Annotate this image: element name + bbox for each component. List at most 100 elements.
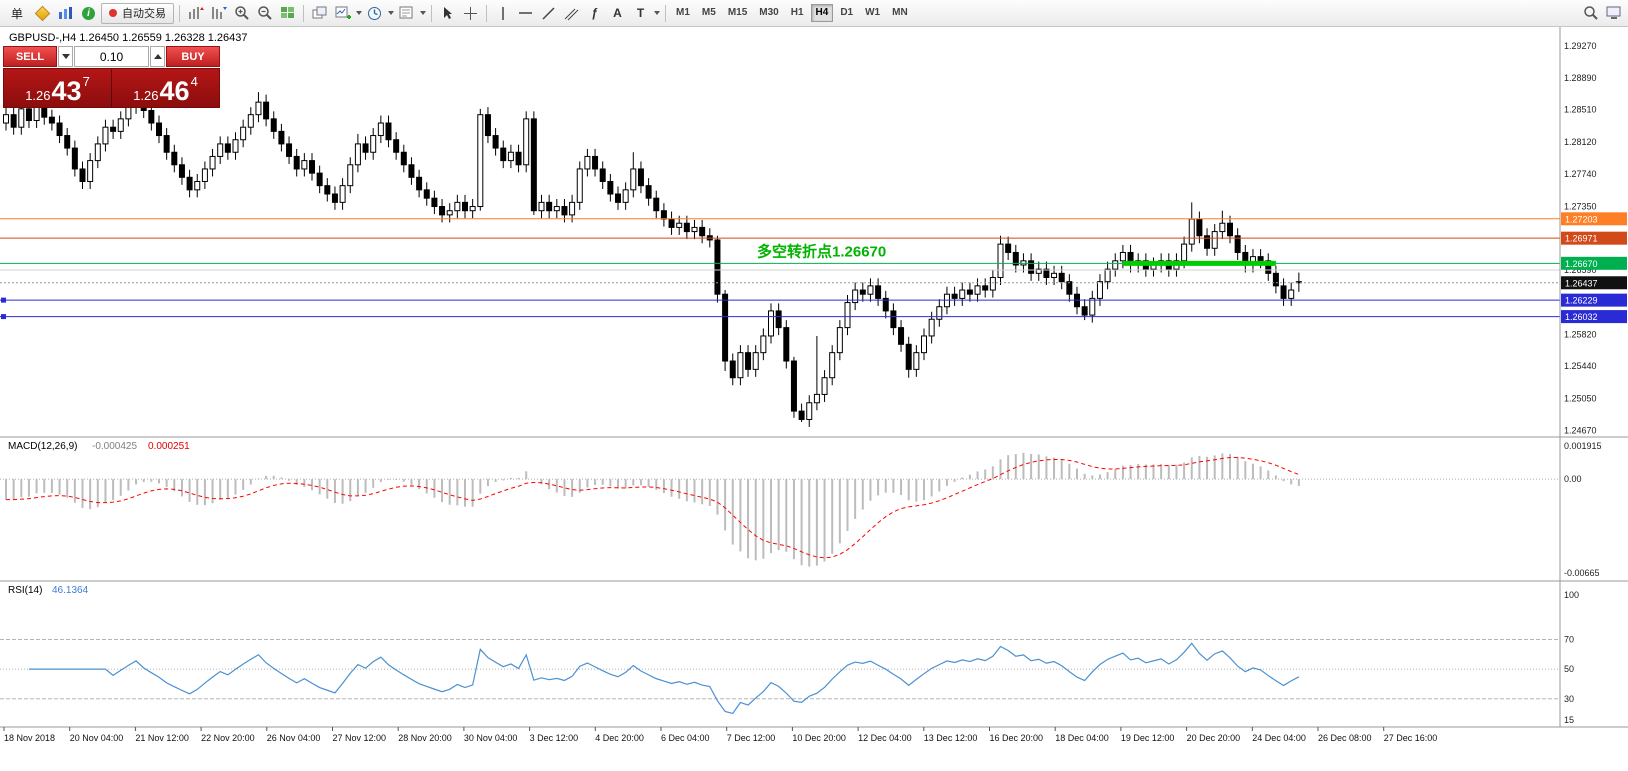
- diamond-icon: [34, 5, 51, 21]
- chart-canvas[interactable]: 多空转折点1.26670 1.29270 1.28890 1.28510 1.28120…: [0, 27, 1628, 771]
- macd-signal-line: [5, 456, 1300, 559]
- timeframe-m5[interactable]: M5: [697, 4, 721, 22]
- zoom-out-icon[interactable]: [254, 3, 275, 24]
- lot-size-input[interactable]: [74, 46, 149, 67]
- svg-text:12 Dec 04:00: 12 Dec 04:00: [858, 733, 912, 743]
- cascade-windows-icon[interactable]: [309, 3, 330, 24]
- svg-text:-0.00665: -0.00665: [1564, 568, 1600, 578]
- annotation-text[interactable]: 多空转折点1.26670: [757, 242, 886, 260]
- rsi-value: 46.1364: [52, 585, 89, 596]
- svg-text:26 Nov 04:00: 26 Nov 04:00: [267, 733, 321, 743]
- svg-text:1.27740: 1.27740: [1564, 169, 1597, 179]
- lot-decrease-button[interactable]: [58, 46, 73, 67]
- price-badge: [1561, 310, 1627, 324]
- svg-text:26 Dec 08:00: 26 Dec 08:00: [1318, 733, 1372, 743]
- monitor-icon[interactable]: [1603, 3, 1624, 24]
- svg-text:30 Nov 04:00: 30 Nov 04:00: [464, 733, 518, 743]
- new-order-icon[interactable]: [32, 3, 53, 24]
- bars-decrease-icon[interactable]: [208, 3, 229, 24]
- label-tool-icon[interactable]: T: [636, 6, 645, 20]
- timeframe-w1[interactable]: W1: [860, 4, 885, 22]
- svg-text:24 Dec 04:00: 24 Dec 04:00: [1252, 733, 1306, 743]
- fibonacci-icon[interactable]: ƒ: [591, 6, 598, 20]
- svg-text:15: 15: [1564, 715, 1574, 725]
- template-icon[interactable]: [396, 3, 417, 24]
- zoom-in-icon[interactable]: [231, 3, 252, 24]
- svg-text:1.28510: 1.28510: [1564, 105, 1597, 115]
- separator: [303, 4, 304, 22]
- caret-up-icon: [153, 54, 162, 59]
- lot-increase-button[interactable]: [150, 46, 165, 67]
- svg-text:100: 100: [1564, 590, 1579, 600]
- new-chart-icon[interactable]: [332, 3, 353, 24]
- timeframe-m30[interactable]: M30: [754, 4, 783, 22]
- candles: [3, 86, 1302, 427]
- macd-value-signal: 0.000251: [148, 441, 190, 452]
- autotrade-status-icon: [109, 9, 117, 17]
- svg-text:1.25050: 1.25050: [1564, 394, 1597, 404]
- svg-text:1.24670: 1.24670: [1564, 425, 1597, 435]
- price-badge: [1561, 276, 1627, 290]
- svg-text:18 Nov 2018: 18 Nov 2018: [4, 733, 55, 743]
- svg-text:1.26670: 1.26670: [1565, 259, 1598, 269]
- channel-icon[interactable]: [561, 3, 582, 24]
- timeframe-h4[interactable]: H4: [810, 4, 834, 22]
- svg-text:10 Dec 20:00: 10 Dec 20:00: [792, 733, 846, 743]
- bars-increase-icon[interactable]: [185, 3, 206, 24]
- price-axis[interactable]: 1.29270 1.28890 1.28510 1.28120 1.27740 1.273…: [1561, 41, 1627, 435]
- buy-button[interactable]: BUY: [166, 46, 220, 67]
- svg-text:50: 50: [1564, 664, 1574, 674]
- sell-price-big: 43: [51, 76, 82, 107]
- svg-text:27 Dec 16:00: 27 Dec 16:00: [1384, 733, 1438, 743]
- rsi-line: [28, 642, 1300, 715]
- crosshair-icon[interactable]: [460, 3, 481, 24]
- svg-text:16 Dec 20:00: 16 Dec 20:00: [990, 733, 1044, 743]
- sell-price-sup: 7: [82, 74, 90, 89]
- sell-button[interactable]: SELL: [3, 46, 57, 67]
- svg-text:1.28890: 1.28890: [1564, 73, 1597, 83]
- tile-windows-icon[interactable]: [277, 3, 298, 24]
- horizontal-lines[interactable]: [0, 218, 1560, 320]
- search-icon[interactable]: [1580, 3, 1601, 24]
- toolbar: 单 i 自动交易: [0, 0, 1628, 27]
- svg-text:22 Nov 20:00: 22 Nov 20:00: [201, 733, 255, 743]
- horizontal-line-icon[interactable]: [515, 3, 536, 24]
- sell-price[interactable]: 1.26 43 7: [4, 69, 112, 107]
- shapes-dropdown-caret[interactable]: [654, 11, 660, 15]
- price-badge: [1561, 231, 1627, 245]
- buy-price[interactable]: 1.26 46 4: [112, 69, 219, 107]
- timeframe-h1[interactable]: H1: [786, 4, 809, 22]
- trade-panel-controls: SELL BUY: [3, 46, 220, 67]
- svg-text:0.001915: 0.001915: [1564, 441, 1602, 451]
- timeframe-d1[interactable]: D1: [835, 4, 858, 22]
- time-axis[interactable]: 18 Nov 2018 20 Nov 04:00 21 Nov 12:00 22 No…: [3, 727, 1438, 743]
- timeframe-m1[interactable]: M1: [671, 4, 695, 22]
- trendline-icon[interactable]: [538, 3, 559, 24]
- market-watch-icon[interactable]: [55, 3, 76, 24]
- period-clock-icon[interactable]: [364, 3, 385, 24]
- svg-text:0.00: 0.00: [1564, 474, 1582, 484]
- timeframe-m15[interactable]: M15: [723, 4, 752, 22]
- svg-text:1.27203: 1.27203: [1565, 214, 1598, 224]
- symbol-ohlc-header: GBPUSD-,H4 1.26450 1.26559 1.26328 1.264…: [9, 32, 248, 44]
- svg-text:6 Dec 04:00: 6 Dec 04:00: [661, 733, 710, 743]
- new-chart-dropdown-caret[interactable]: [356, 11, 362, 15]
- vertical-line-icon[interactable]: [492, 3, 513, 24]
- timeframe-mn[interactable]: MN: [887, 4, 913, 22]
- cursor-icon[interactable]: [437, 3, 458, 24]
- period-dropdown-caret[interactable]: [388, 11, 394, 15]
- menu-button[interactable]: 单: [10, 6, 23, 21]
- svg-text:1.28120: 1.28120: [1564, 137, 1597, 147]
- separator: [179, 4, 180, 22]
- template-dropdown-caret[interactable]: [420, 11, 426, 15]
- trade-panel-prices: 1.26 43 7 1.26 46 4: [3, 68, 220, 108]
- svg-text:4 Dec 20:00: 4 Dec 20:00: [595, 733, 644, 743]
- price-badge: [1561, 256, 1627, 270]
- text-tool-icon[interactable]: A: [613, 6, 622, 20]
- autotrade-button[interactable]: 自动交易: [101, 2, 174, 24]
- buy-price-small: 1.26: [133, 87, 159, 103]
- svg-text:1.26032: 1.26032: [1565, 312, 1598, 322]
- data-window-icon[interactable]: i: [78, 3, 99, 24]
- svg-text:13 Dec 12:00: 13 Dec 12:00: [924, 733, 978, 743]
